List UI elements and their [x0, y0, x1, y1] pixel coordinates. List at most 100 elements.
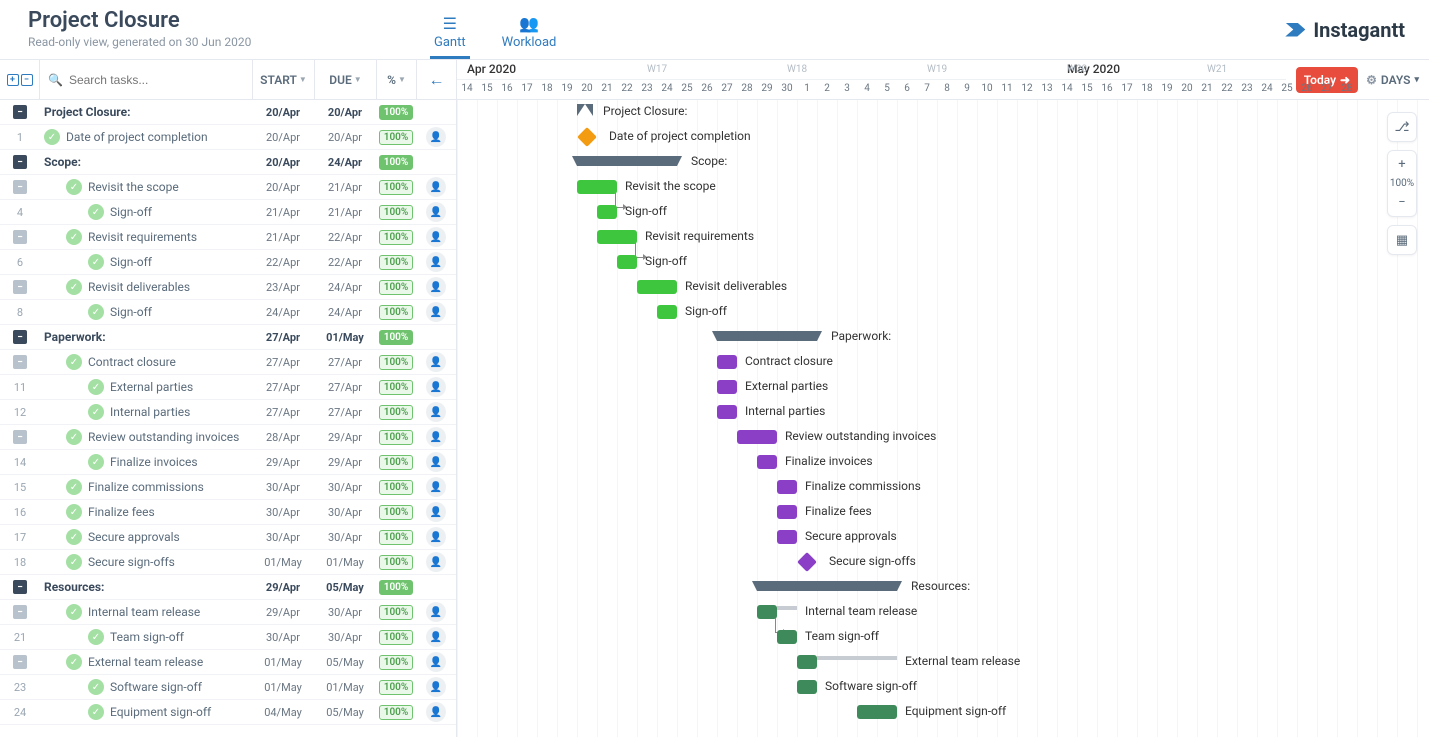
assignee-avatar[interactable]: 👤 — [426, 477, 446, 497]
section-bar[interactable] — [717, 331, 817, 341]
collapse-toggle[interactable]: − — [13, 330, 27, 344]
collapse-toggle[interactable]: − — [13, 105, 27, 119]
task-row[interactable]: −Scope:20/Apr24/Apr100% — [0, 150, 456, 175]
task-row[interactable]: 18✓Secure sign-offs01/May01/May100%👤 — [0, 550, 456, 575]
task-row[interactable]: 4✓Sign-off21/Apr21/Apr100%👤 — [0, 200, 456, 225]
task-row[interactable]: −✓Revisit requirements21/Apr22/Apr100%👤 — [0, 225, 456, 250]
task-bar[interactable] — [797, 655, 817, 669]
assignee-avatar[interactable]: 👤 — [426, 552, 446, 572]
scale-selector[interactable]: ⚙DAYS▾ — [1366, 73, 1419, 87]
section-bar[interactable] — [757, 581, 897, 591]
tab-workload[interactable]: 👥 Workload — [498, 8, 561, 59]
start-date: 20/Apr — [252, 156, 314, 169]
task-row[interactable]: 15✓Finalize commissions30/Apr30/Apr100%👤 — [0, 475, 456, 500]
map-button[interactable]: ▦ — [1387, 225, 1417, 255]
task-bar[interactable] — [777, 530, 797, 544]
task-row[interactable]: −✓Internal team release29/Apr30/Apr100%👤 — [0, 600, 456, 625]
task-bar[interactable] — [757, 455, 777, 469]
tab-gantt[interactable]: ☰ Gantt — [430, 8, 470, 59]
milestone[interactable] — [577, 127, 597, 147]
task-row[interactable]: 12✓Internal parties27/Apr27/Apr100%👤 — [0, 400, 456, 425]
task-row[interactable]: 8✓Sign-off24/Apr24/Apr100%👤 — [0, 300, 456, 325]
gantt-chart[interactable]: Project Closure:Date of project completi… — [457, 100, 1429, 737]
task-bar[interactable] — [617, 255, 637, 269]
collapse-toggle[interactable]: − — [13, 605, 27, 619]
task-row[interactable]: −✓External team release01/May05/May100%👤 — [0, 650, 456, 675]
assignee-avatar[interactable]: 👤 — [426, 127, 446, 147]
assignee-avatar[interactable]: 👤 — [426, 427, 446, 447]
assignee-avatar[interactable]: 👤 — [426, 502, 446, 522]
assignee-avatar[interactable]: 👤 — [426, 527, 446, 547]
assignee-avatar[interactable]: 👤 — [426, 402, 446, 422]
task-bar[interactable] — [717, 405, 737, 419]
collapse-toggle[interactable]: − — [13, 180, 27, 194]
task-row[interactable]: 24✓Equipment sign-off04/May05/May100%👤 — [0, 700, 456, 725]
task-bar[interactable] — [797, 680, 817, 694]
task-row[interactable]: 16✓Finalize fees30/Apr30/Apr100%👤 — [0, 500, 456, 525]
collapse-toggle[interactable]: − — [13, 655, 27, 669]
task-bar[interactable] — [597, 205, 617, 219]
pct-badge: 100% — [379, 330, 414, 345]
assignee-avatar[interactable]: 👤 — [426, 277, 446, 297]
task-row[interactable]: 21✓Team sign-off30/Apr30/Apr100%👤 — [0, 625, 456, 650]
zoom-in-button[interactable]: + — [1398, 157, 1405, 172]
task-row[interactable]: −✓Revisit the scope20/Apr21/Apr100%👤 — [0, 175, 456, 200]
assignee-avatar[interactable]: 👤 — [426, 202, 446, 222]
section-bar[interactable] — [577, 156, 677, 166]
collapse-toggle[interactable]: − — [13, 355, 27, 369]
task-row[interactable]: 11✓External parties27/Apr27/Apr100%👤 — [0, 375, 456, 400]
assignee-avatar[interactable]: 👤 — [426, 377, 446, 397]
task-bar[interactable] — [777, 505, 797, 519]
assignee-avatar[interactable]: 👤 — [426, 652, 446, 672]
collapse-toggle[interactable]: − — [13, 430, 27, 444]
assignee-avatar[interactable]: 👤 — [426, 702, 446, 722]
collapse-all-button[interactable]: − — [21, 74, 33, 86]
assignee-avatar[interactable]: 👤 — [426, 452, 446, 472]
col-header-due[interactable]: DUE▼ — [315, 60, 377, 99]
task-row[interactable]: −Project Closure:20/Apr20/Apr100% — [0, 100, 456, 125]
search-input[interactable] — [69, 73, 244, 87]
task-row[interactable]: 14✓Finalize invoices29/Apr29/Apr100%👤 — [0, 450, 456, 475]
task-bar[interactable] — [717, 355, 737, 369]
task-bar[interactable] — [777, 630, 797, 644]
milestone[interactable] — [797, 552, 817, 572]
task-bar[interactable] — [857, 705, 897, 719]
task-row[interactable]: 6✓Sign-off22/Apr22/Apr100%👤 — [0, 250, 456, 275]
assignee-avatar[interactable]: 👤 — [426, 352, 446, 372]
task-bar[interactable] — [737, 430, 777, 444]
task-bar[interactable] — [717, 380, 737, 394]
assignee-avatar[interactable]: 👤 — [426, 677, 446, 697]
col-header-start[interactable]: START▼ — [253, 60, 315, 99]
assignee-avatar[interactable]: 👤 — [426, 227, 446, 247]
col-header-pct[interactable]: %▼ — [377, 60, 417, 99]
task-bar[interactable] — [657, 305, 677, 319]
task-bar[interactable] — [757, 605, 777, 619]
task-bar[interactable] — [777, 480, 797, 494]
collapse-toggle[interactable]: − — [13, 155, 27, 169]
task-bar[interactable] — [637, 280, 677, 294]
branch-button[interactable]: ⎇ — [1387, 112, 1417, 142]
collapse-toggle[interactable]: − — [13, 230, 27, 244]
section-marker[interactable] — [577, 104, 593, 116]
task-row[interactable]: 17✓Secure approvals30/Apr30/Apr100%👤 — [0, 525, 456, 550]
task-row[interactable]: 1✓Date of project completion20/Apr20/Apr… — [0, 125, 456, 150]
expand-all-button[interactable]: + — [7, 74, 19, 86]
collapse-toggle[interactable]: − — [13, 280, 27, 294]
task-bar[interactable] — [597, 230, 637, 244]
task-row[interactable]: −Paperwork:27/Apr01/May100% — [0, 325, 456, 350]
task-row[interactable]: −Resources:29/Apr05/May100% — [0, 575, 456, 600]
assignee-avatar[interactable]: 👤 — [426, 177, 446, 197]
task-row[interactable]: −✓Revisit deliverables23/Apr24/Apr100%👤 — [0, 275, 456, 300]
collapse-toggle[interactable]: − — [13, 580, 27, 594]
assignee-avatar[interactable]: 👤 — [426, 252, 446, 272]
assignee-avatar[interactable]: 👤 — [426, 627, 446, 647]
back-button[interactable]: ← — [417, 60, 457, 99]
task-row[interactable]: 23✓Software sign-off01/May01/May100%👤 — [0, 675, 456, 700]
task-row[interactable]: −✓Contract closure27/Apr27/Apr100%👤 — [0, 350, 456, 375]
task-bar[interactable] — [577, 180, 617, 194]
task-row[interactable]: −✓Review outstanding invoices28/Apr29/Ap… — [0, 425, 456, 450]
search-box[interactable]: 🔍 — [40, 60, 253, 99]
assignee-avatar[interactable]: 👤 — [426, 602, 446, 622]
zoom-out-button[interactable]: − — [1398, 195, 1405, 210]
assignee-avatar[interactable]: 👤 — [426, 302, 446, 322]
